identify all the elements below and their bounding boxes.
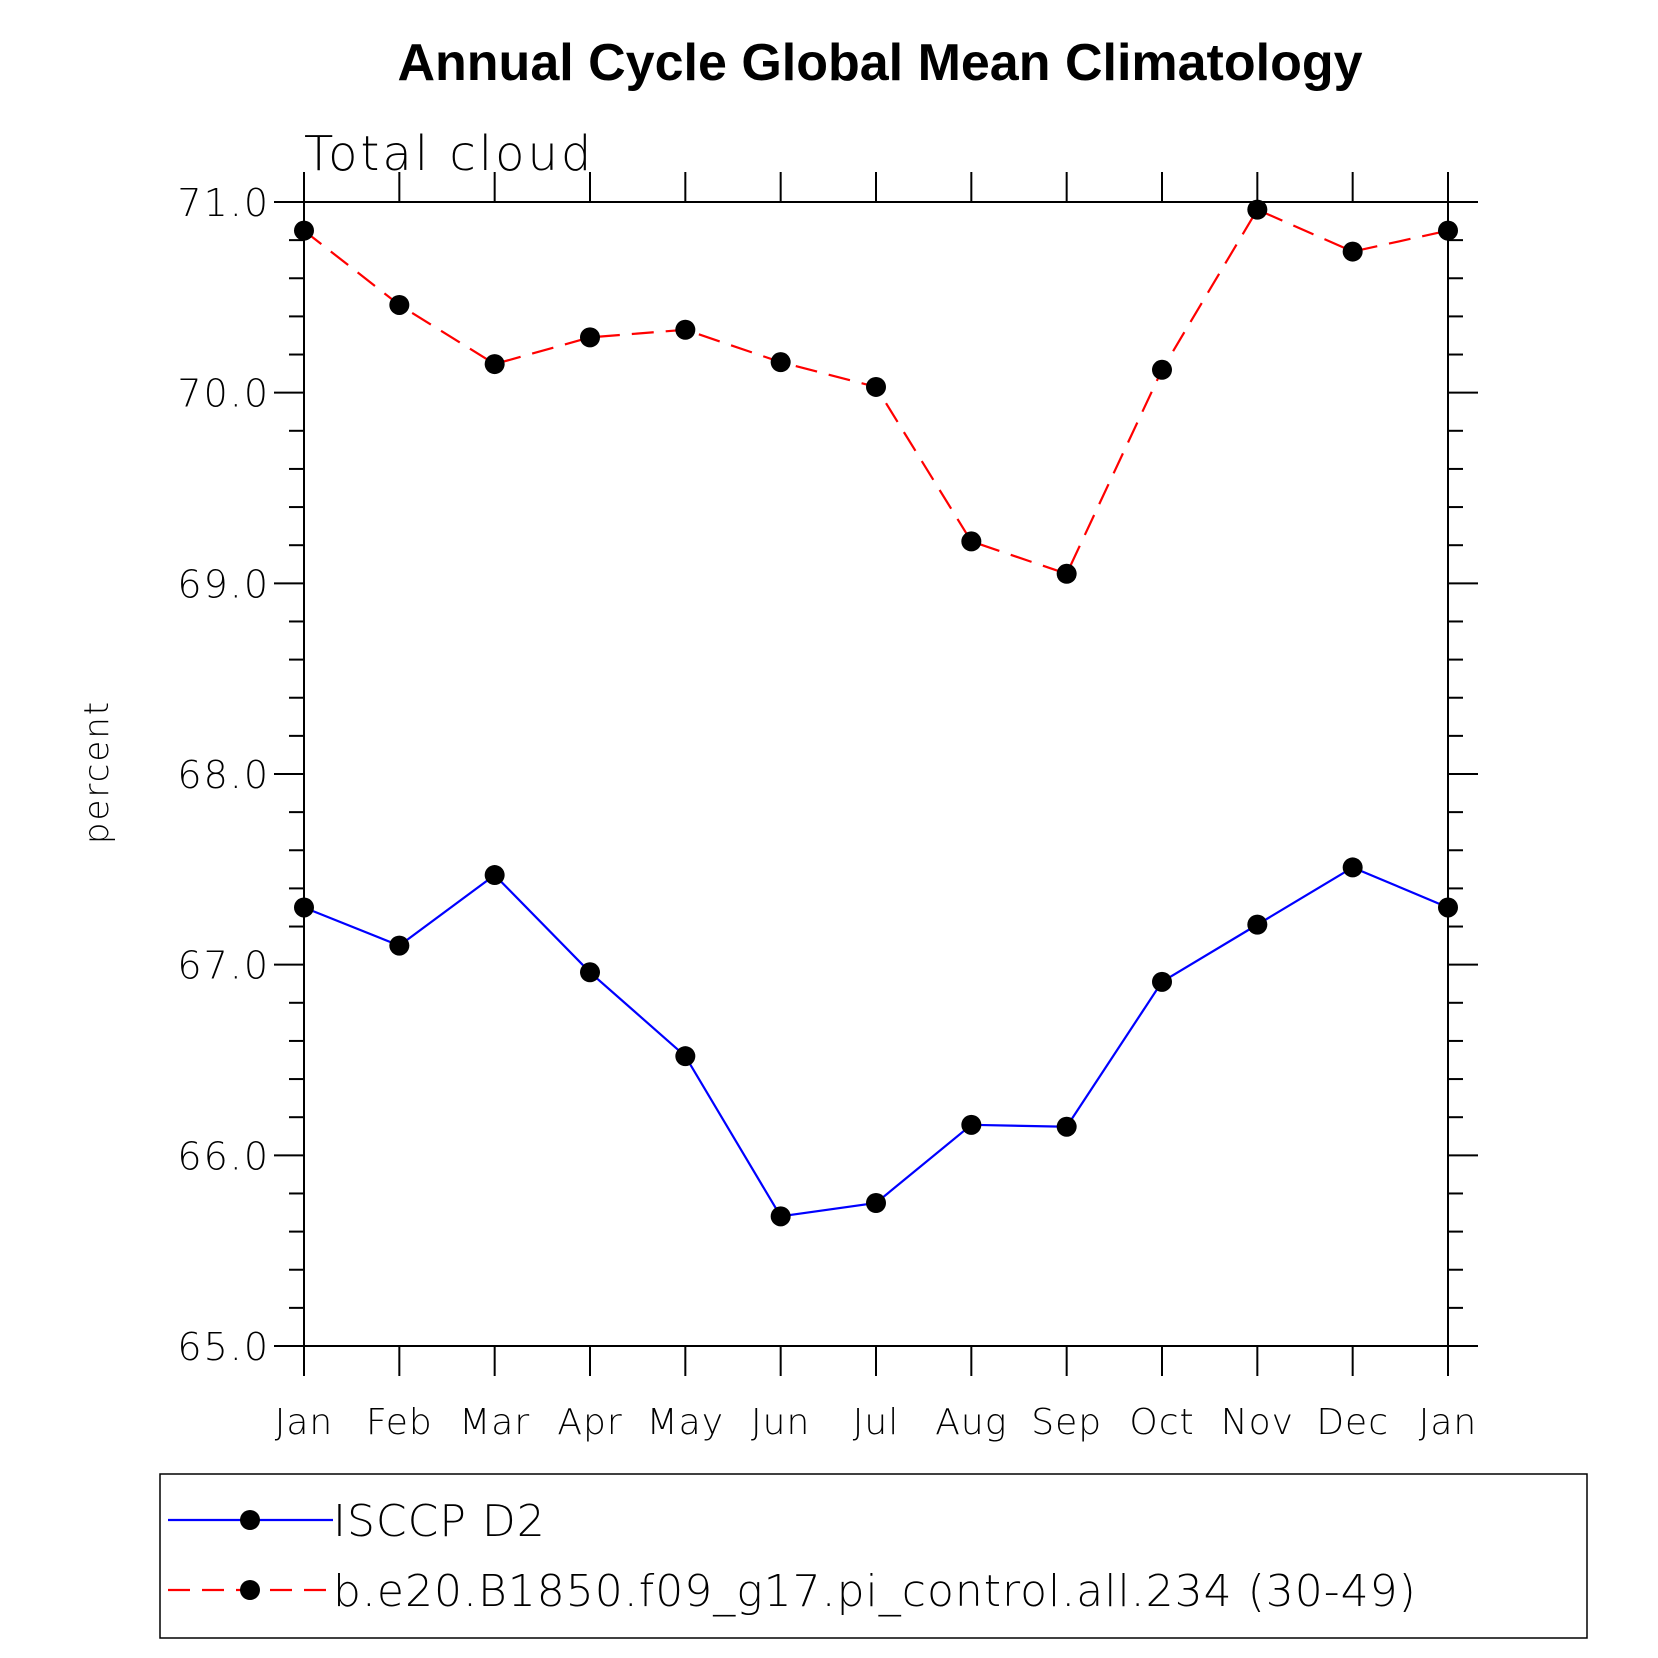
data-point bbox=[770, 352, 791, 373]
legend-label-model: b.e20.B1850.f09_g17.pi_control.all.234 (… bbox=[333, 1566, 1417, 1617]
x-tick-label: May bbox=[647, 1402, 724, 1443]
y-axis-label: percent bbox=[77, 700, 117, 844]
x-tick-label: Jan bbox=[275, 1402, 334, 1443]
data-point bbox=[961, 1114, 982, 1135]
x-axis: Jan Feb Mar Apr May Jun Jul Aug Sep Oct Nov Dec Jan bbox=[275, 172, 1478, 1443]
y-axis: 65.0 66.0 67.0 68.0 69.0 70.0 71.0 bbox=[177, 181, 1478, 1369]
data-point bbox=[580, 327, 600, 348]
x-tick-label: Jun bbox=[751, 1402, 810, 1443]
data-point bbox=[484, 354, 505, 375]
data-point bbox=[1438, 220, 1458, 241]
data-point bbox=[1342, 857, 1363, 878]
data-point bbox=[675, 1046, 696, 1067]
legend: ISCCP D2 b.e20.B1850.f09_g17.pi_control.… bbox=[159, 1473, 1588, 1639]
data-point bbox=[866, 1193, 886, 1213]
x-tick-label: Jul bbox=[853, 1402, 899, 1443]
x-tick-label: Aug bbox=[935, 1402, 1007, 1443]
x-tick-label: Feb bbox=[366, 1402, 433, 1443]
y-tick-label: 69.0 bbox=[177, 562, 270, 606]
series-0 bbox=[294, 857, 1458, 1227]
data-point bbox=[484, 865, 505, 886]
y-tick-label: 65.0 bbox=[177, 1325, 270, 1369]
legend-label-isccp: ISCCP D2 bbox=[333, 1496, 546, 1547]
chart-title: Annual Cycle Global Mean Climatology bbox=[397, 34, 1362, 92]
data-point bbox=[675, 319, 696, 340]
data-point bbox=[1247, 199, 1268, 220]
x-tick-label: Nov bbox=[1221, 1402, 1294, 1443]
data-point bbox=[1247, 914, 1268, 935]
x-tick-label: Mar bbox=[459, 1402, 530, 1443]
legend-marker-model bbox=[240, 1580, 260, 1600]
data-point bbox=[1152, 359, 1172, 380]
legend-marker-isccp bbox=[240, 1510, 260, 1530]
y-tick-label: 70.0 bbox=[177, 372, 270, 416]
x-tick-label: Apr bbox=[557, 1402, 622, 1443]
plot-frame bbox=[274, 201, 1478, 1347]
chart-subtitle: Total cloud bbox=[304, 126, 594, 182]
data-point bbox=[770, 1206, 791, 1227]
y-tick-label: 68.0 bbox=[177, 753, 270, 797]
y-tick-label: 71.0 bbox=[177, 181, 270, 225]
x-tick-label: Sep bbox=[1031, 1402, 1102, 1443]
data-point bbox=[1056, 1116, 1077, 1137]
data-point bbox=[866, 376, 886, 397]
data-point bbox=[961, 531, 982, 552]
legend-box bbox=[159, 1473, 1588, 1639]
data-point bbox=[294, 897, 314, 918]
x-tick-label: Dec bbox=[1316, 1402, 1389, 1443]
data-point bbox=[1438, 897, 1458, 918]
data-point bbox=[389, 935, 410, 956]
series-line-0 bbox=[303, 866, 1449, 1218]
data-point bbox=[580, 962, 600, 983]
series-layer bbox=[294, 199, 1458, 1227]
x-tick-label: Oct bbox=[1129, 1402, 1194, 1443]
y-tick-label: 66.0 bbox=[177, 1134, 270, 1178]
series-1 bbox=[294, 199, 1458, 584]
data-point bbox=[1056, 563, 1077, 584]
data-point bbox=[294, 220, 314, 241]
x-tick-label: Jan bbox=[1419, 1402, 1478, 1443]
y-tick-label: 67.0 bbox=[177, 944, 270, 988]
data-point bbox=[1152, 971, 1172, 992]
data-point bbox=[1342, 241, 1363, 262]
data-point bbox=[389, 294, 410, 315]
